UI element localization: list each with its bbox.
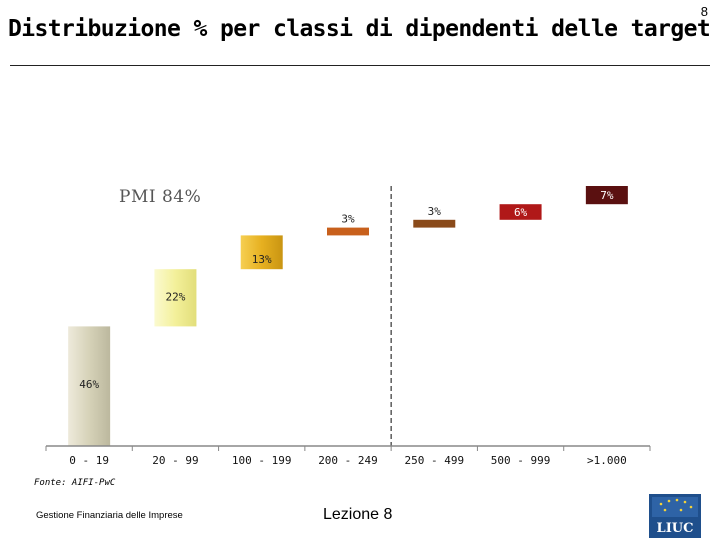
slide-title: Distribuzione % per classi di dipendenti… <box>8 16 711 42</box>
pmi-annotation: PMI 84% <box>119 187 202 207</box>
bar-1 <box>154 269 197 327</box>
data-label-4: 3% <box>428 205 442 218</box>
tick-label-6: >1.000 <box>587 454 627 467</box>
page-number: 8 <box>700 4 708 19</box>
tick-label-1: 20 - 99 <box>152 454 198 467</box>
bar-6 <box>585 186 628 205</box>
data-label-0: 46% <box>79 378 99 391</box>
source-note: Fonte: AIFI-PwC <box>34 478 116 488</box>
data-label-1: 22% <box>165 290 185 303</box>
data-label-3: 3% <box>341 213 355 226</box>
liuc-logo: LIUC <box>649 494 701 538</box>
bar-3 <box>327 227 369 236</box>
logo-text: LIUC <box>657 521 694 536</box>
bar-4 <box>413 219 456 228</box>
data-label-2: 13% <box>252 253 272 266</box>
tick-label-2: 100 - 199 <box>232 454 292 467</box>
title-divider <box>10 65 710 66</box>
bar-5 <box>499 204 542 220</box>
data-label-6: 7% <box>600 189 614 202</box>
tick-label-3: 200 - 249 <box>318 454 378 467</box>
bar-0 <box>68 326 111 446</box>
data-label-5: 6% <box>514 206 528 219</box>
tick-label-0: 0 - 19 <box>69 454 109 467</box>
footer-lesson: Lezione 8 <box>323 506 393 523</box>
tick-label-5: 500 - 999 <box>491 454 551 467</box>
footer-course-name: Gestione Finanziaria delle Imprese <box>36 510 183 521</box>
tick-label-4: 250 - 499 <box>404 454 464 467</box>
bar-2 <box>240 235 283 270</box>
